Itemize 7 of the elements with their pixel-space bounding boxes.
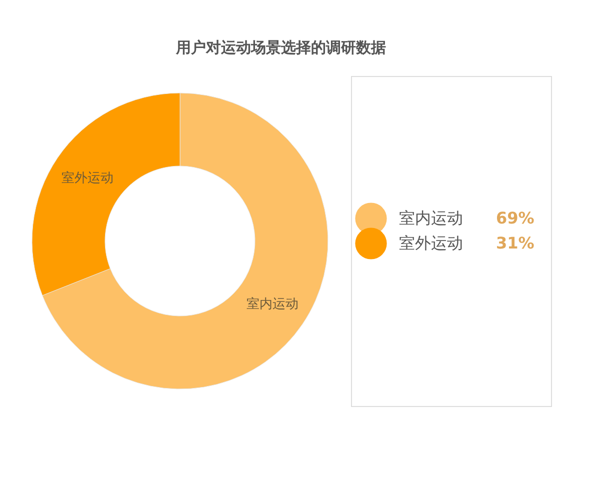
legend-label: 室外运动 bbox=[399, 234, 463, 252]
legend-label: 室内运动 bbox=[399, 208, 463, 228]
data-label: 31% bbox=[496, 234, 534, 252]
data-label: 69% bbox=[496, 208, 534, 228]
chart-title: 用户对运动场景选择的调研数据 bbox=[174, 38, 386, 56]
slice-label: 室外运动 bbox=[61, 170, 114, 186]
slice-label: 室内运动 bbox=[246, 296, 299, 312]
